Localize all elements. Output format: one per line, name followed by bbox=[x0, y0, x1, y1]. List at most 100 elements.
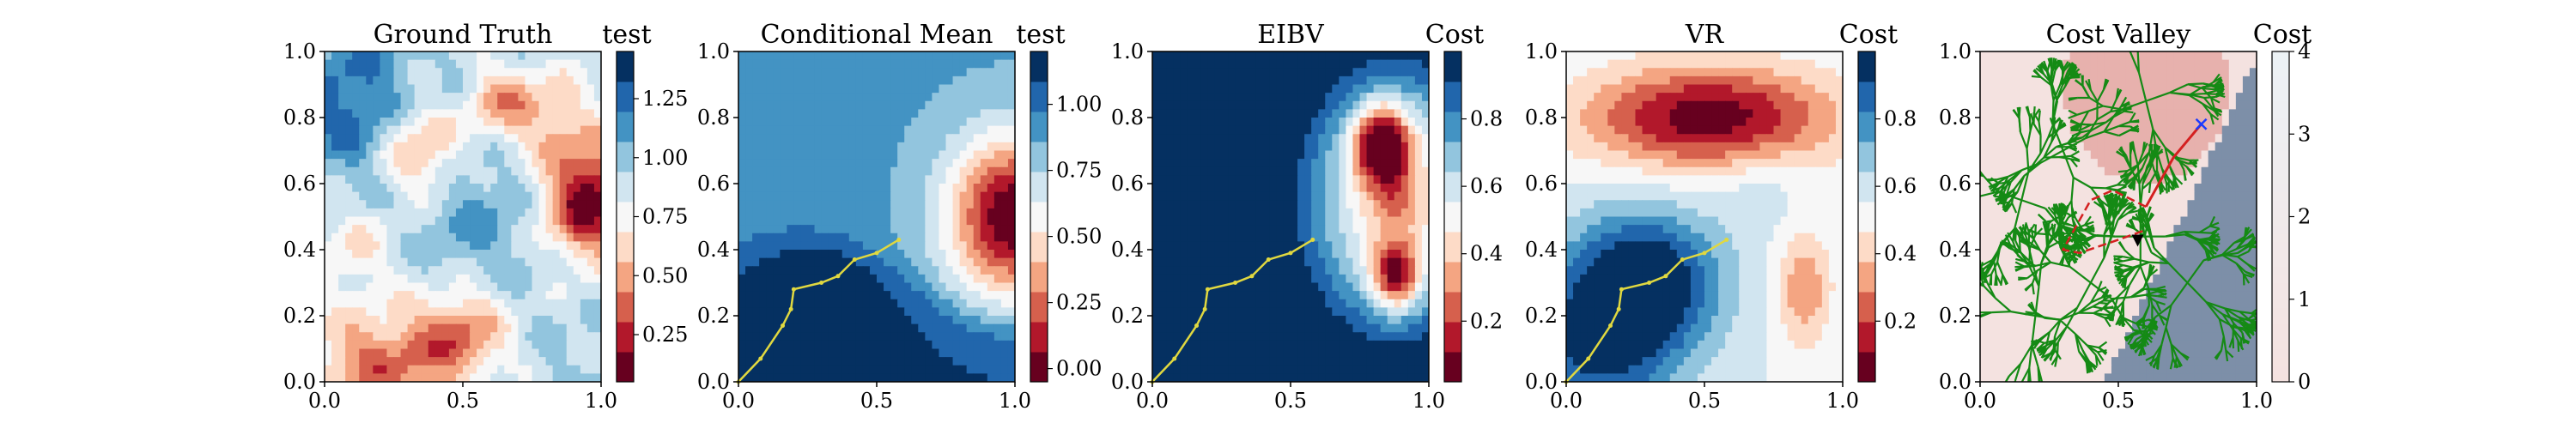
heatmap-cell bbox=[470, 241, 477, 251]
heatmap-cell bbox=[566, 241, 574, 251]
heatmap-cell bbox=[752, 365, 760, 374]
heatmap-cell bbox=[1249, 316, 1257, 325]
heatmap-cell bbox=[1394, 257, 1402, 267]
heatmap-cell bbox=[897, 125, 905, 135]
heatmap-cell bbox=[441, 84, 450, 94]
heatmap-cell bbox=[538, 274, 547, 284]
heatmap-cell bbox=[386, 134, 395, 143]
heatmap-cell bbox=[884, 150, 891, 160]
heatmap-cell bbox=[897, 216, 905, 226]
heatmap-cell bbox=[1421, 266, 1429, 275]
heatmap-cell bbox=[821, 84, 829, 94]
heatmap-cell bbox=[504, 134, 512, 143]
heatmap-cell bbox=[752, 51, 760, 61]
heatmap-cell bbox=[1366, 274, 1375, 284]
heatmap-cell bbox=[1291, 142, 1298, 152]
heatmap-cell bbox=[1187, 76, 1194, 86]
heatmap-cell bbox=[1332, 84, 1340, 94]
heatmap-cell bbox=[421, 307, 429, 317]
heatmap-cell bbox=[1200, 241, 1208, 251]
heatmap-cell bbox=[393, 348, 402, 358]
heatmap-cell bbox=[738, 365, 746, 374]
heatmap-cell bbox=[828, 365, 836, 374]
heatmap-cell bbox=[1180, 373, 1188, 382]
heatmap-cell bbox=[939, 266, 947, 275]
heatmap-cell bbox=[828, 125, 836, 135]
heatmap-cell bbox=[1235, 225, 1243, 234]
heatmap-cell bbox=[1304, 68, 1312, 77]
heatmap-cell bbox=[835, 307, 843, 317]
heatmap-cell bbox=[373, 340, 380, 350]
heatmap-cell bbox=[1159, 307, 1167, 317]
heatmap-cell bbox=[1421, 184, 1429, 193]
heatmap-cell bbox=[1276, 257, 1285, 267]
heatmap-cells bbox=[325, 51, 601, 382]
heatmap-cell bbox=[1359, 109, 1368, 118]
heatmap-cell bbox=[1173, 316, 1181, 325]
heatmap-cell bbox=[407, 225, 416, 234]
heatmap-cell bbox=[959, 200, 968, 209]
heatmap-cell bbox=[386, 323, 395, 333]
heatmap-cell bbox=[573, 266, 581, 275]
heatmap-cell bbox=[1387, 323, 1395, 333]
heatmap-cell bbox=[1007, 307, 1015, 317]
heatmap-cell bbox=[848, 76, 857, 86]
heatmap-cell bbox=[897, 332, 905, 341]
heatmap-cell bbox=[1352, 274, 1361, 284]
heatmap-cell bbox=[470, 125, 477, 135]
heatmap-cell bbox=[1414, 225, 1423, 234]
heatmap-cell bbox=[1194, 59, 1201, 69]
heatmap-cell bbox=[897, 175, 905, 184]
heatmap-cell bbox=[828, 208, 836, 218]
heatmap-cell bbox=[773, 348, 781, 358]
heatmap-cell bbox=[497, 208, 505, 218]
heatmap-cell bbox=[884, 93, 891, 102]
heatmap-cell bbox=[993, 282, 1002, 292]
heatmap-cell bbox=[841, 307, 850, 317]
heatmap-cell bbox=[869, 100, 878, 110]
heatmap-cell bbox=[1311, 166, 1319, 176]
heatmap-cell bbox=[807, 373, 816, 382]
heatmap-cell bbox=[1221, 93, 1230, 102]
y-tick-label: 0.6 bbox=[1111, 172, 1144, 196]
heatmap-cell bbox=[780, 266, 787, 275]
heatmap-cell bbox=[448, 191, 457, 201]
heatmap-cell bbox=[835, 357, 843, 366]
heatmap-cell bbox=[434, 100, 443, 110]
heatmap-cell bbox=[573, 184, 581, 193]
heatmap-cell bbox=[1304, 93, 1312, 102]
heatmap-cell bbox=[800, 59, 809, 69]
heatmap-cell bbox=[828, 307, 836, 317]
heatmap-cell bbox=[504, 282, 512, 292]
heatmap-cell bbox=[869, 175, 878, 184]
heatmap-cell bbox=[1000, 93, 1009, 102]
heatmap-cell bbox=[1235, 266, 1243, 275]
heatmap-cell bbox=[393, 225, 402, 234]
heatmap-cell bbox=[1304, 225, 1312, 234]
heatmap-cell bbox=[366, 216, 374, 226]
heatmap-cell bbox=[793, 76, 802, 86]
heatmap-cell bbox=[835, 274, 843, 284]
heatmap-cell bbox=[1359, 216, 1368, 226]
heatmap-cell bbox=[932, 250, 940, 259]
heatmap-cell bbox=[1359, 125, 1368, 135]
heatmap-cell bbox=[477, 316, 484, 325]
heatmap-cell bbox=[1380, 51, 1388, 61]
heatmap-cell bbox=[787, 184, 794, 193]
heatmap-cell bbox=[1228, 208, 1236, 218]
heatmap-cell bbox=[338, 291, 346, 300]
heatmap-cell bbox=[1255, 250, 1264, 259]
heatmap-cell bbox=[745, 159, 753, 168]
heatmap-cell bbox=[407, 299, 416, 308]
heatmap-cell bbox=[586, 257, 595, 267]
heatmap-cell bbox=[980, 68, 988, 77]
heatmap-cell bbox=[1304, 142, 1312, 152]
heatmap-cell bbox=[787, 225, 794, 234]
heatmap-cell bbox=[559, 159, 568, 168]
heatmap-cell bbox=[359, 166, 367, 176]
heatmap-cell bbox=[869, 109, 878, 118]
heatmap-cell bbox=[1407, 250, 1416, 259]
heatmap-cell bbox=[1387, 282, 1395, 292]
heatmap-cell bbox=[1332, 59, 1340, 69]
heatmap-cell bbox=[862, 84, 871, 94]
